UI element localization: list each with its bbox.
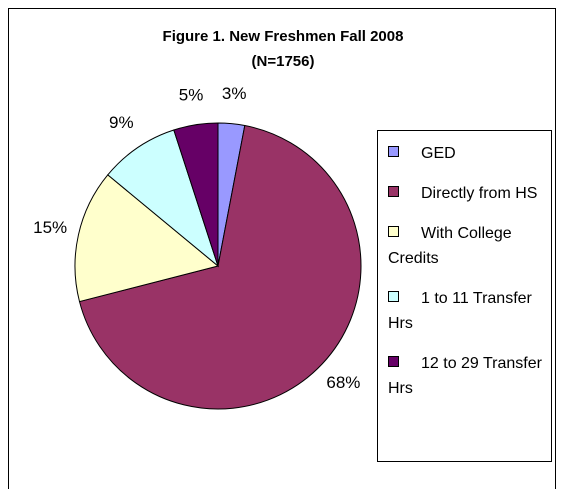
legend-label: 1 to 11 Transfer Hrs xyxy=(388,290,532,332)
legend-item: GED xyxy=(388,141,550,166)
legend-swatch xyxy=(388,356,399,367)
data-label: 9% xyxy=(109,113,134,132)
pie-slice xyxy=(173,122,219,267)
legend-swatch xyxy=(388,146,399,157)
legend-item: With College Credits xyxy=(388,221,550,271)
data-label: 68% xyxy=(326,373,360,392)
legend-swatch xyxy=(388,186,399,197)
legend-item: 1 to 11 Transfer Hrs xyxy=(388,286,550,336)
chart-title: Figure 1. New Freshmen Fall 2008 xyxy=(163,28,404,45)
data-label: 5% xyxy=(179,86,204,105)
legend: GED Directly from HS With College Credits 1… xyxy=(377,130,552,462)
pie-slice xyxy=(74,174,220,303)
data-label: 15% xyxy=(33,218,67,237)
pie-slice xyxy=(107,129,220,268)
legend-label: 12 to 29 Transfer Hrs xyxy=(388,355,542,397)
legend-label: GED xyxy=(421,145,456,162)
legend-label: With College Credits xyxy=(388,225,512,267)
data-label: 3% xyxy=(222,84,247,103)
legend-item: 12 to 29 Transfer Hrs xyxy=(388,351,550,401)
legend-label: Directly from HS xyxy=(421,185,538,202)
legend-swatch xyxy=(388,226,399,237)
pie-slice xyxy=(78,124,362,410)
legend-swatch xyxy=(388,291,399,302)
legend-item: Directly from HS xyxy=(388,181,550,206)
chart-subtitle: (N=1756) xyxy=(252,53,315,70)
